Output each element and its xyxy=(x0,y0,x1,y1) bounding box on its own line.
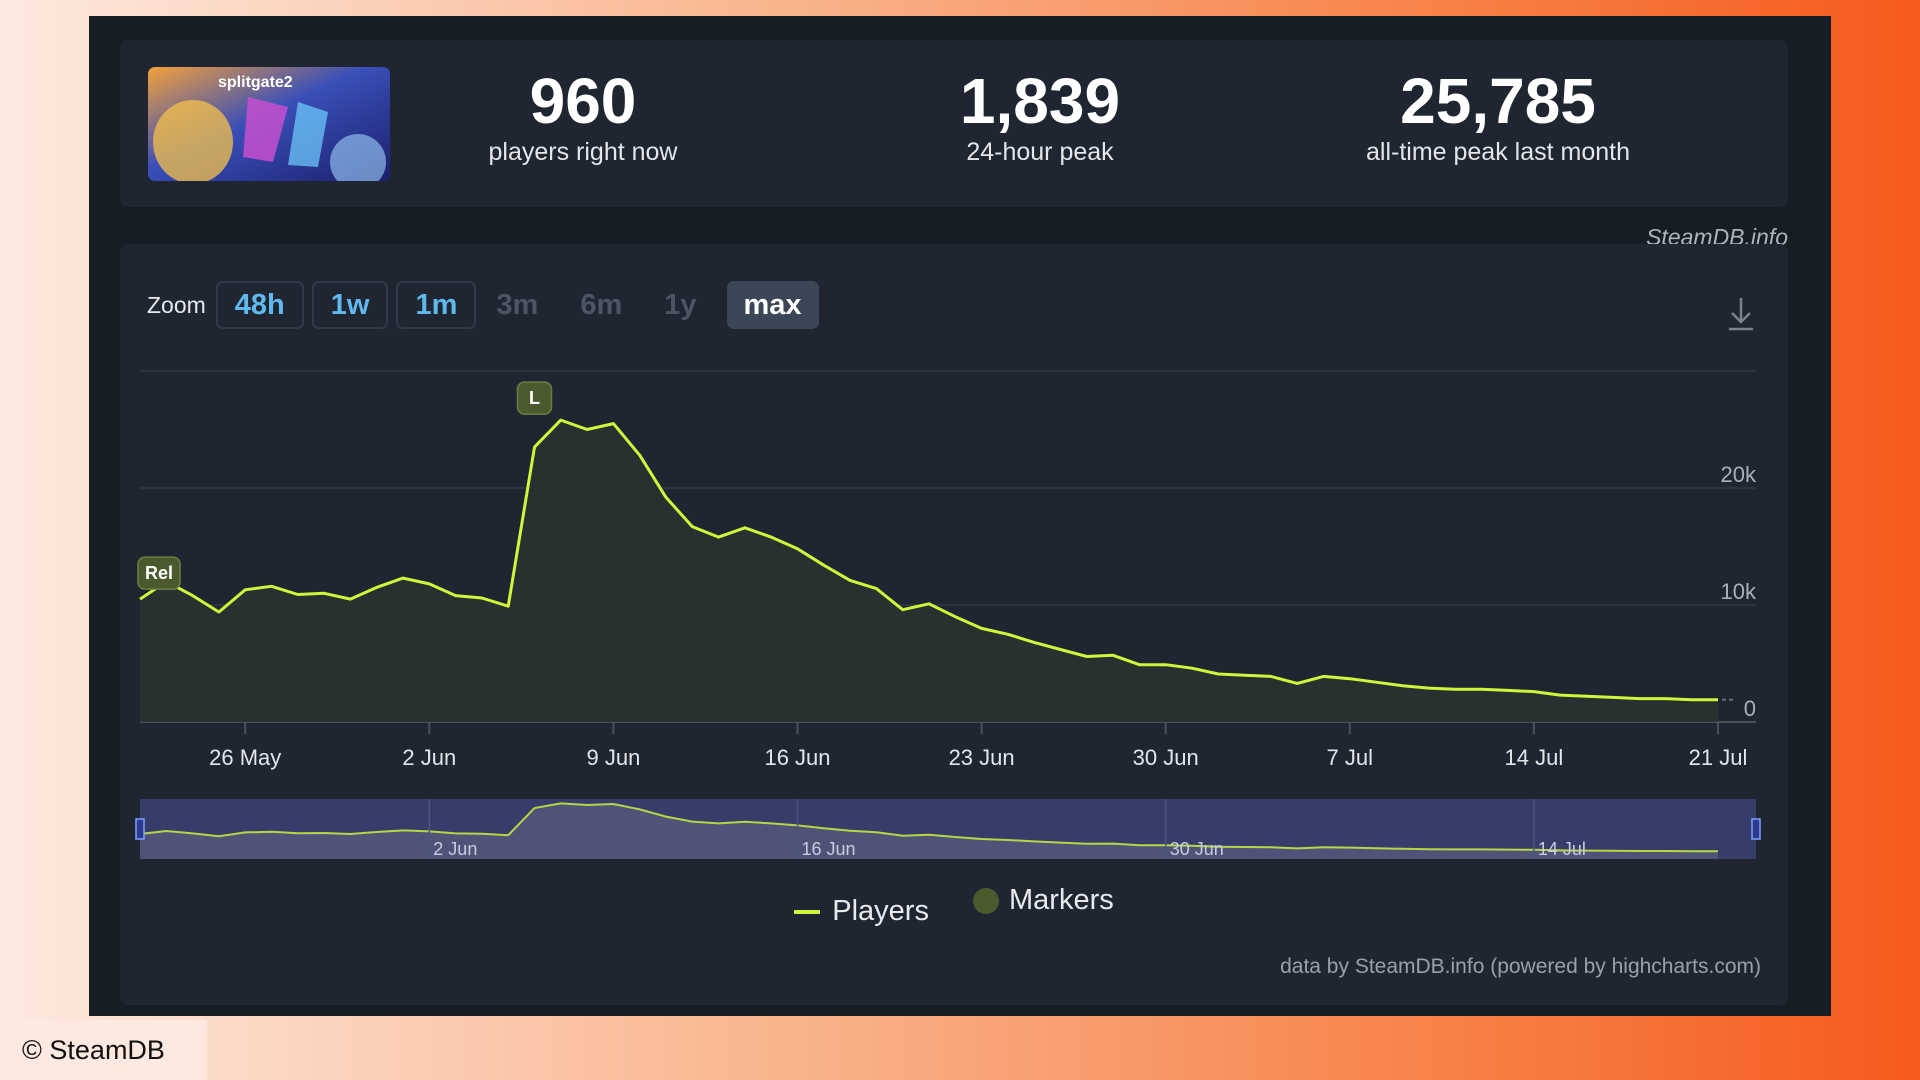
legend-markers[interactable]: Markers xyxy=(973,884,1114,917)
marker-badge xyxy=(137,556,181,590)
zoom-1w-button[interactable]: 1w xyxy=(311,281,389,329)
legend-markers-label: Markers xyxy=(1009,884,1114,916)
marker-rel: Rel xyxy=(137,556,181,590)
players-line xyxy=(139,418,1718,702)
navigator-right-handle xyxy=(1751,818,1761,840)
x-tick-label: 21 Jul xyxy=(1689,745,1748,770)
y-tick-label: 0 xyxy=(1744,696,1756,721)
peak-24h-value: 1,839 xyxy=(959,65,1121,137)
marker-label: L xyxy=(529,388,540,408)
x-tick-label: 7 Jul xyxy=(1327,745,1373,770)
x-tick-label: 2 Jun xyxy=(402,745,456,770)
zoom-max-button[interactable]: max xyxy=(726,281,819,329)
x-tick-label: 16 Jun xyxy=(764,745,830,770)
navigator-area xyxy=(140,803,1718,859)
stats-card: splitgate2 960 players right now 1,839 2… xyxy=(120,40,1788,207)
zoom-6m-button: 6m xyxy=(580,288,623,321)
players-line-swatch xyxy=(794,909,821,914)
game-logo-text: splitgate2 xyxy=(218,74,293,91)
download-icon[interactable] xyxy=(1726,294,1756,334)
players-area-fill xyxy=(140,420,1718,722)
y-tick-label: 10k xyxy=(1721,579,1757,604)
current-players-value: 960 xyxy=(529,65,637,137)
x-tick-label: 9 Jun xyxy=(586,745,640,770)
zoom-1y-button: 1y xyxy=(664,288,697,321)
navigator-tick-label: 14 Jul xyxy=(1538,839,1586,859)
y-axis: 0 10k 20k xyxy=(1721,462,1757,721)
player-count-chart[interactable]: 0 10k 20k 26 May 2 Jun 9 Jun 16 Jun 23 Jun 30 J… xyxy=(120,244,1788,1005)
navigator-tick-label: 2 Jun xyxy=(433,839,477,859)
legend: Players Markers xyxy=(120,884,1788,928)
navigator-left-handle xyxy=(135,818,145,840)
all-time-peak-value: 25,785 xyxy=(1400,65,1596,137)
legend-players[interactable]: Players xyxy=(794,895,929,928)
stat-current: 960 players right now xyxy=(423,66,743,167)
navigator-line xyxy=(139,802,1718,853)
zoom-label: Zoom xyxy=(147,291,206,318)
marker-badge xyxy=(516,381,553,415)
game-thumbnail[interactable]: splitgate2 xyxy=(148,67,390,181)
peak-24h-label: 24-hour peak xyxy=(966,138,1114,167)
copyright-notice: © SteamDB xyxy=(0,1020,207,1080)
x-tick-label: 14 Jul xyxy=(1505,745,1564,770)
stat-all-time-peak: 25,785 all-time peak last month xyxy=(1338,66,1658,167)
legend-players-label: Players xyxy=(832,895,929,927)
navigator-tick-label: 16 Jun xyxy=(802,839,856,859)
zoom-3m-button: 3m xyxy=(496,288,539,321)
marker-label: Rel xyxy=(145,563,173,583)
x-tick-label: 23 Jun xyxy=(949,745,1015,770)
x-axis: 26 May 2 Jun 9 Jun 16 Jun 23 Jun 30 Jun 7 Jul 1… xyxy=(209,722,1747,770)
chart-credits[interactable]: data by SteamDB.info (powered by highcha… xyxy=(1280,955,1761,978)
zoom-48h-button[interactable]: 48h xyxy=(215,281,304,329)
zoom-1m-button[interactable]: 1m xyxy=(396,281,477,329)
stat-24h-peak: 1,839 24-hour peak xyxy=(880,66,1200,167)
steamdb-panel: splitgate2 960 players right now 1,839 2… xyxy=(89,16,1831,1016)
y-tick-label: 20k xyxy=(1721,462,1757,487)
zoom-controls: Zoom 48h 1w 1m 3m 6m 1y max xyxy=(147,280,827,330)
navigator-tick-label: 30 Jun xyxy=(1170,839,1224,859)
markers-dot-swatch xyxy=(973,887,1000,914)
marker-l: L xyxy=(516,381,553,415)
chart-card: Zoom 48h 1w 1m 3m 6m 1y max 0 10k 20k 26 M… xyxy=(120,244,1788,1005)
x-tick-label: 26 May xyxy=(209,745,281,770)
navigator[interactable]: 2 Jun 16 Jun 30 Jun 14 Jul xyxy=(135,799,1761,859)
players-area xyxy=(139,418,1736,722)
markers: Rel L xyxy=(137,381,553,590)
x-tick-label: 30 Jun xyxy=(1133,745,1199,770)
current-players-label: players right now xyxy=(488,138,678,167)
all-time-peak-label: all-time peak last month xyxy=(1365,138,1630,167)
